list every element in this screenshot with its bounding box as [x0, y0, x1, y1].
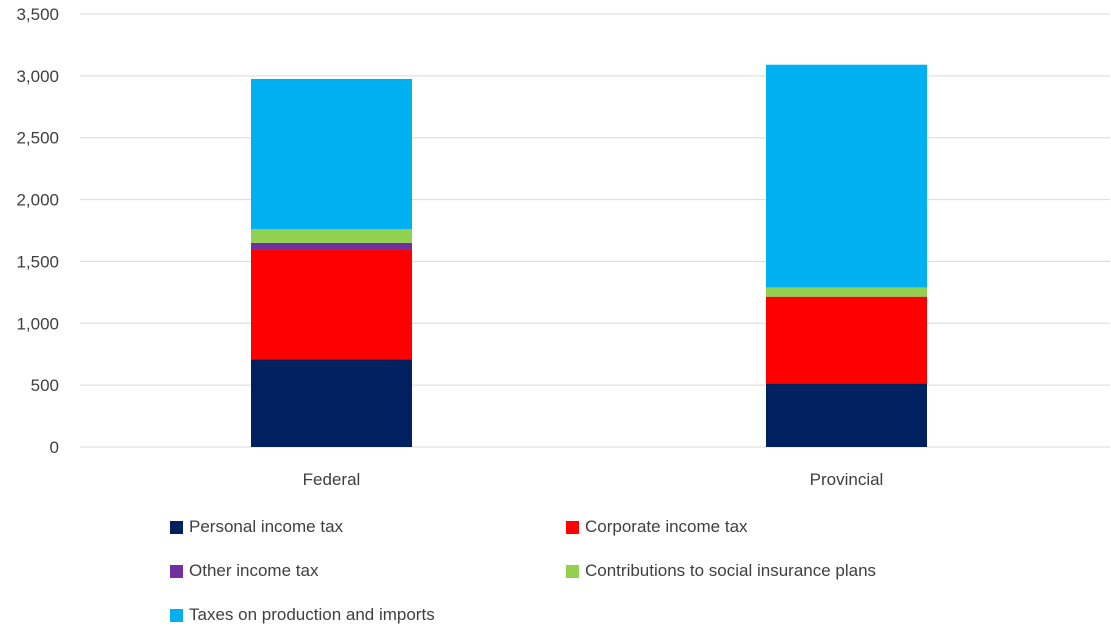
x-axis-category-labels: Federal Provincial [303, 470, 884, 489]
x-category-label: Federal [303, 470, 361, 489]
bars [251, 64, 927, 447]
legend-label: Taxes on production and imports [189, 605, 435, 624]
bar-segment-contributions-to-social-insurance-plans-federal [251, 229, 412, 243]
y-tick-label: 500 [31, 376, 59, 395]
legend-swatch [566, 564, 579, 578]
bar-segment-other-income-tax-federal [251, 242, 412, 250]
legend-swatch [170, 564, 183, 578]
gridlines [80, 13, 1110, 448]
legend-label: Corporate income tax [585, 517, 748, 536]
legend-label: Contributions to social insurance plans [585, 561, 877, 580]
legend-swatch [566, 520, 579, 534]
legend-item-taxes-on-production-and-imports: Taxes on production and imports [170, 605, 435, 625]
y-tick-label: 1,500 [16, 252, 59, 271]
y-tick-label: 3,000 [16, 67, 59, 86]
legend-item-other-income-tax: Other income tax [170, 561, 318, 581]
bar-segment-personal-income-tax-provincial [766, 383, 927, 447]
y-axis-tick-labels: 0 500 1,000 1,500 2,000 2,500 3,000 3,500 [16, 5, 59, 457]
legend-label: Other income tax [189, 561, 319, 580]
y-tick-label: 1,000 [16, 314, 59, 333]
legend-item-contributions-to-social-insurance-plans: Contributions to social insurance plans [566, 561, 876, 581]
bar-segment-taxes-on-production-and-imports-provincial [766, 64, 927, 288]
x-category-label: Provincial [810, 470, 884, 489]
bar-segment-contributions-to-social-insurance-plans-provincial [766, 287, 927, 297]
y-tick-label: 0 [50, 438, 59, 457]
legend-item-personal-income-tax: Personal income tax [170, 517, 343, 537]
legend-swatch [170, 520, 183, 534]
y-tick-label: 2,500 [16, 129, 59, 148]
y-tick-label: 2,000 [16, 191, 59, 210]
bar-segment-corporate-income-tax-provincial [766, 296, 927, 384]
legend-label: Personal income tax [189, 517, 344, 536]
legend-item-corporate-income-tax: Corporate income tax [566, 517, 748, 537]
y-tick-label: 3,500 [16, 5, 59, 24]
legend-swatch [170, 608, 183, 622]
bar-segment-personal-income-tax-federal [251, 359, 412, 447]
bar-segment-taxes-on-production-and-imports-federal [251, 78, 412, 230]
bar-segment-corporate-income-tax-federal [251, 249, 412, 360]
